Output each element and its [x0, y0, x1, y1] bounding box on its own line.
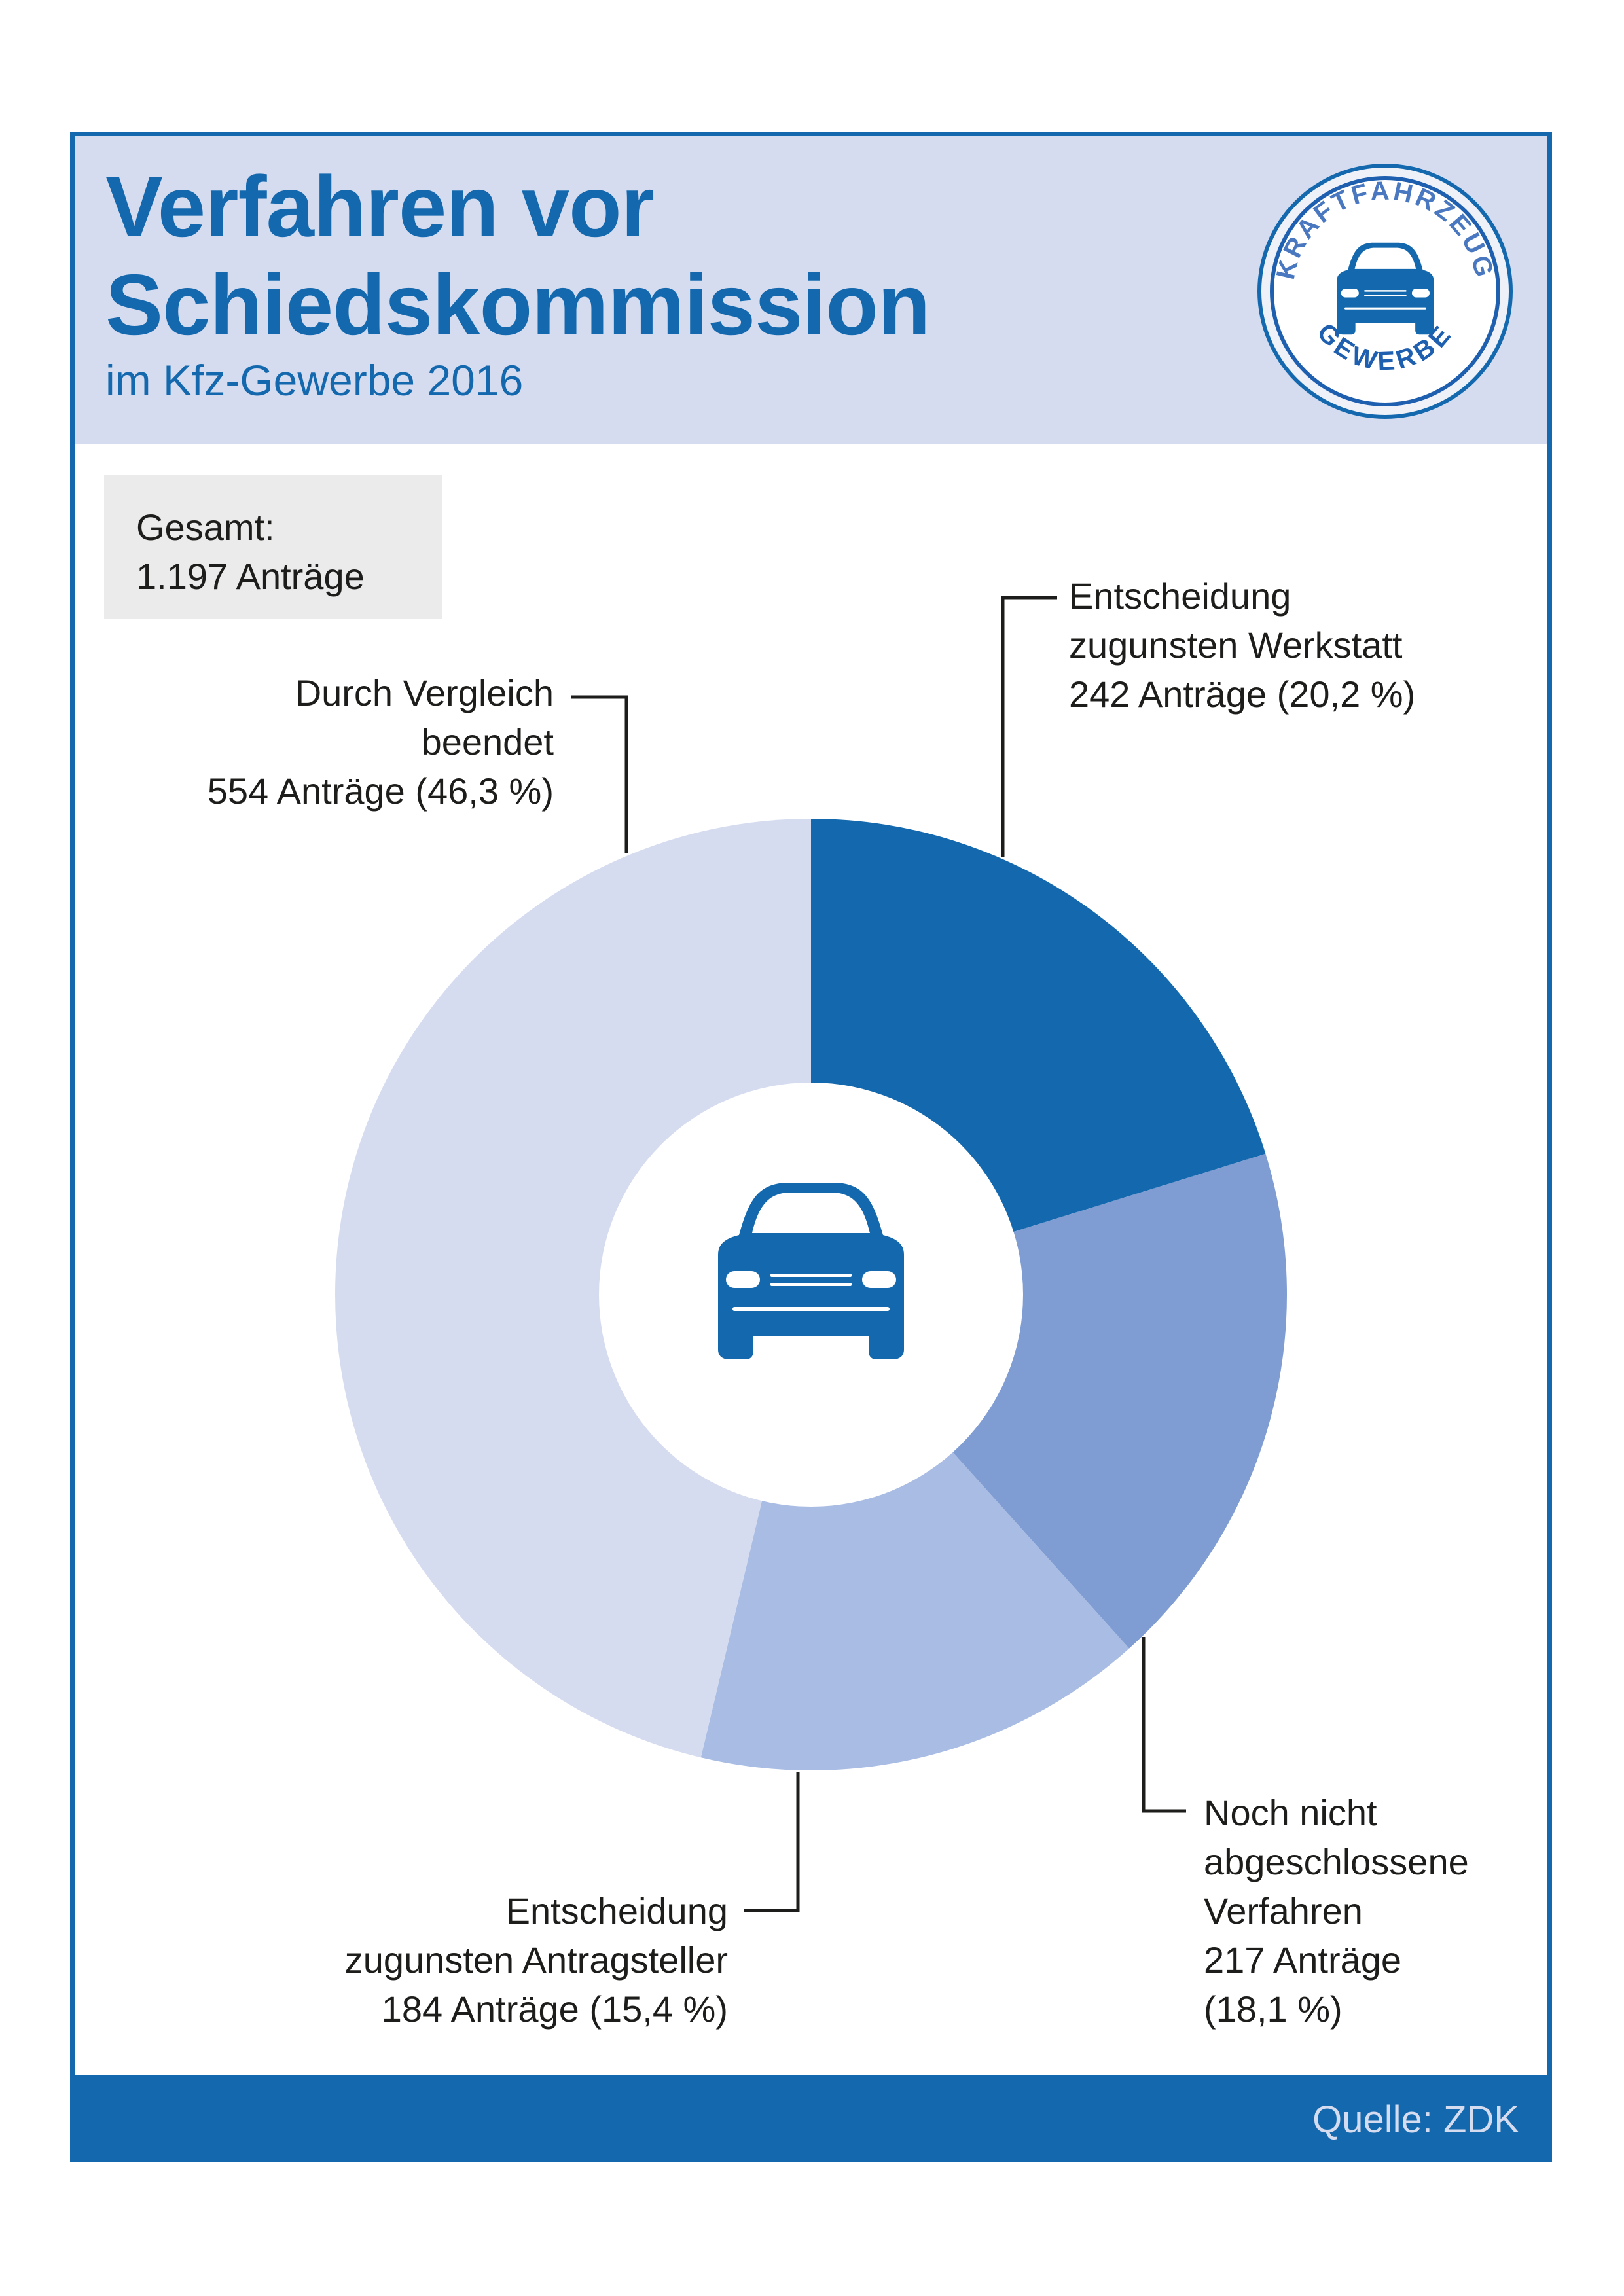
label-line: zugunsten Antragsteller: [344, 1939, 728, 1981]
label-line: Verfahren: [1204, 1890, 1363, 1931]
label-value: 184 Anträge (15,4 %): [381, 1988, 728, 2030]
leader-line-offen: [1142, 1637, 1186, 1813]
total-box: Gesamt: 1.197 Anträge: [104, 475, 442, 619]
label-line: abgeschlossene: [1204, 1841, 1469, 1882]
label-line: Noch nicht: [1204, 1792, 1377, 1833]
label-value: 554 Anträge (46,3 %): [207, 770, 554, 812]
label-werkstatt: Entscheidung zugunsten Werkstatt 242 Ant…: [1069, 571, 1415, 719]
label-value: 217 Anträge: [1204, 1939, 1402, 1981]
label-line: Durch Vergleich: [295, 672, 554, 713]
title-line-2: Schiedskommission: [105, 257, 930, 353]
total-label: Gesamt:: [136, 507, 275, 548]
kfz-gewerbe-logo: KRAFTFAHRZEUG GEWERBE: [1257, 164, 1513, 419]
label-line: beendet: [421, 721, 554, 762]
donut-slice-3: [335, 819, 811, 1758]
source-note: Quelle: ZDK: [1312, 2098, 1519, 2141]
label-vergleich: Durch Vergleich beendet 554 Anträge (46,…: [208, 668, 554, 816]
label-line: Entscheidung: [1069, 575, 1291, 617]
leader-line-antragsteller: [744, 1772, 800, 1912]
label-value: 242 Anträge (20,2 %): [1069, 673, 1416, 715]
title-line-1: Verfahren vor: [105, 158, 655, 255]
subtitle: im Kfz-Gewerbe 2016: [105, 356, 524, 404]
label-line: zugunsten Werkstatt: [1069, 624, 1403, 666]
label-antragsteller: Entscheidung zugunsten Antragsteller 184…: [345, 1886, 728, 2034]
label-line: Entscheidung: [505, 1890, 728, 1931]
leader-line-werkstatt: [1001, 596, 1057, 857]
label-percent: (18,1 %): [1204, 1988, 1343, 2030]
label-offen: Noch nicht abgeschlossene Verfahren 217 …: [1204, 1788, 1469, 2034]
footer-band: [70, 2075, 1552, 2162]
total-value: 1.197 Anträge: [136, 556, 365, 597]
leader-line-vergleich: [571, 695, 628, 853]
